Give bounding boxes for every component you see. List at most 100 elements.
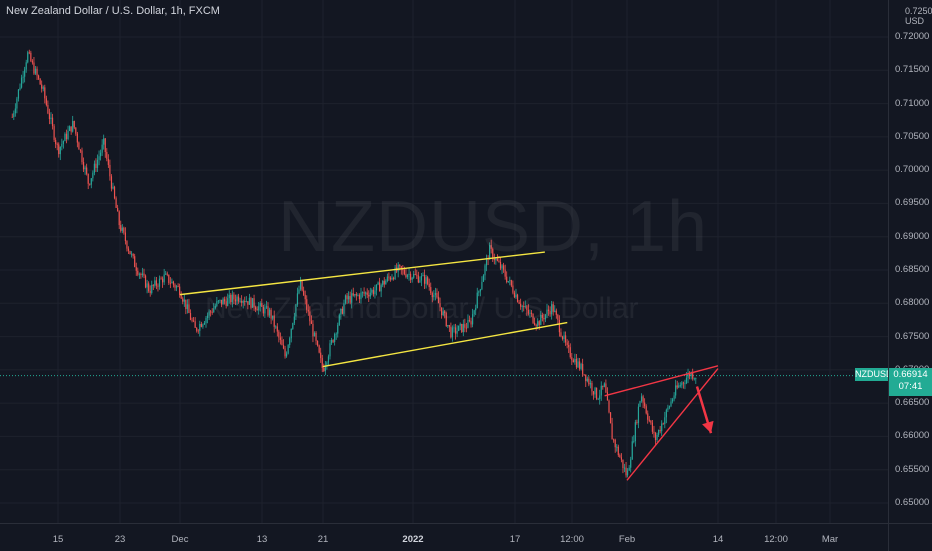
candle-body	[661, 423, 663, 432]
candle-body	[248, 297, 250, 305]
candle-body	[549, 311, 551, 315]
candle-body	[603, 383, 605, 387]
candle-body	[361, 292, 364, 294]
candle-body	[499, 261, 502, 269]
candle-body	[259, 302, 261, 307]
candle-body	[188, 304, 190, 314]
candle-body	[272, 315, 274, 319]
price-scale[interactable]: 0.72000 0.71500 0.71000 0.70500 0.70000 0.695…	[888, 0, 932, 523]
candle-body	[286, 353, 288, 357]
candle-body	[388, 276, 390, 278]
candle-body	[360, 292, 362, 300]
candle-body	[59, 146, 61, 155]
candle-body	[36, 68, 38, 76]
price-tick-label: 0.65500	[895, 463, 930, 475]
candle-body	[51, 117, 54, 127]
candle-body	[681, 382, 683, 386]
candle-body	[115, 198, 117, 208]
candle-body	[391, 277, 393, 280]
time-tick-label: 17	[509, 534, 521, 545]
candle-body	[261, 302, 263, 307]
chart-pane[interactable]: NZDUSD, 1h New Zealand Dollar / U.S. Dol…	[0, 0, 893, 523]
candle-body	[558, 319, 560, 333]
candle-body	[619, 455, 621, 458]
candle-body	[148, 283, 150, 291]
candle-body	[295, 304, 297, 317]
candle-body	[144, 275, 147, 288]
candle-body	[27, 52, 29, 63]
candle-body	[247, 301, 249, 305]
symbol-title[interactable]: New Zealand Dollar / U.S. Dollar, 1h, FX…	[6, 5, 220, 17]
candle-body	[523, 305, 525, 308]
candle-body	[351, 293, 353, 303]
candle-body	[330, 339, 333, 344]
candle-body	[152, 284, 154, 286]
time-scale[interactable]: 15 23 Dec 13 21 2022 17 12:00 Feb 14 12:00 Mar	[0, 523, 888, 551]
candle-body	[379, 282, 381, 292]
candle-body	[289, 338, 291, 346]
candle-body	[608, 400, 610, 413]
candle-body	[530, 312, 533, 314]
candle-body	[631, 441, 633, 460]
candle-body	[458, 325, 460, 331]
price-scale-top-value: 0.72500	[905, 6, 932, 16]
price-tick-label: 0.67500	[895, 330, 930, 342]
candle-body	[403, 269, 405, 274]
candle-body	[313, 332, 316, 337]
candle-body	[417, 275, 419, 283]
candle-body	[662, 423, 664, 425]
candle-body	[160, 278, 162, 280]
candle-body	[518, 301, 520, 304]
candle-body	[509, 280, 511, 282]
candle-body	[50, 117, 52, 120]
candle-body	[202, 324, 204, 327]
candle-body	[594, 387, 596, 395]
candle-body	[654, 432, 657, 441]
time-tick-label: Feb	[618, 534, 636, 545]
candle-body	[399, 264, 401, 267]
candle-body	[516, 294, 519, 302]
candle-body	[687, 373, 689, 378]
candle-body	[692, 372, 694, 379]
candle-body	[589, 383, 591, 385]
candle-body	[47, 104, 49, 114]
candle-body	[444, 311, 446, 313]
candle-body	[175, 286, 178, 288]
candle-body	[467, 320, 469, 328]
candle-body	[24, 69, 26, 77]
price-tick-label: 0.69000	[895, 230, 930, 242]
candle-body	[664, 417, 666, 424]
price-tick-label: 0.66500	[895, 397, 930, 409]
candle-body	[490, 245, 492, 249]
candle-body	[17, 89, 20, 99]
candle-body	[13, 113, 15, 117]
candle-body	[658, 429, 660, 435]
candle-body	[182, 298, 184, 302]
candle-body	[592, 391, 595, 395]
candle-body	[329, 343, 331, 357]
candle-body	[89, 183, 91, 185]
candle-body	[275, 326, 277, 328]
candle-body	[343, 303, 345, 314]
candle-body	[227, 298, 229, 306]
candle-body	[149, 290, 151, 293]
candlestick-chart[interactable]	[0, 0, 888, 523]
candle-body	[431, 292, 433, 298]
candle-body	[222, 299, 224, 305]
candle-body	[419, 280, 421, 283]
candle-body	[213, 308, 215, 313]
candle-body	[117, 207, 119, 212]
candle-body	[217, 300, 219, 302]
current-price: 0.66914	[893, 369, 928, 380]
candle-body	[132, 253, 134, 257]
candle-body	[656, 434, 658, 441]
price-scale-currency: 0.72500 USD	[905, 6, 932, 26]
candle-body	[323, 368, 325, 372]
time-tick-label: 13	[256, 534, 268, 545]
candle-body	[121, 227, 123, 231]
candle-body	[186, 304, 188, 310]
candle-body	[39, 78, 41, 85]
candle-body	[597, 398, 599, 400]
candle-body	[375, 284, 378, 291]
candle-body	[103, 138, 105, 145]
